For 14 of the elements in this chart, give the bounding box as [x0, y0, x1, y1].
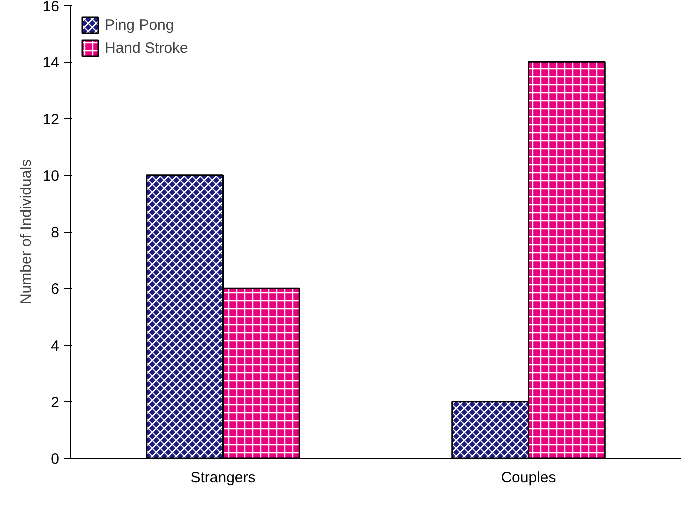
x-tick-label: Couples [501, 470, 556, 486]
x-tick-label: Strangers [190, 470, 256, 486]
y-tick-label: 4 [51, 338, 60, 355]
y-tick-label: 12 [42, 111, 60, 128]
legend-label: Hand Stroke [105, 40, 188, 56]
legend-label: Ping Pong [105, 16, 174, 34]
y-tick-label: 0 [51, 451, 60, 468]
y-tick-label: 2 [51, 394, 60, 412]
y-axis-title: Number of Individuals [18, 159, 35, 305]
y-tick-label: 16 [42, 0, 60, 16]
y-tick-label: 8 [51, 224, 60, 242]
y-tick-label: 14 [42, 54, 60, 72]
y-tick-label: 6 [51, 281, 60, 298]
y-tick-label: 10 [42, 168, 60, 185]
